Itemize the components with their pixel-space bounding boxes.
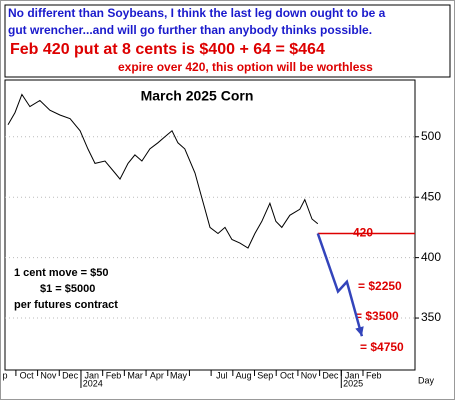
level-label: 420: [353, 226, 373, 240]
x-tick-label: Nov: [40, 370, 57, 380]
x-tick-label: Jan: [345, 370, 360, 380]
x-axis-label: Day: [418, 375, 435, 385]
series-line: [316, 233, 364, 337]
headline: Feb 420 put at 8 cents is $400 + 64 = $4…: [10, 41, 325, 58]
x-tick-label: Dec: [62, 370, 79, 380]
x-tick-label: Apr: [150, 370, 164, 380]
subline: expire over 420, this option will be wor…: [118, 60, 373, 74]
x-tick-label: Oct: [20, 370, 35, 380]
x-tick-label: Mar: [127, 370, 143, 380]
x-tick-label: May: [170, 370, 188, 380]
x-tick-label: Aug: [236, 370, 252, 380]
y-tick-label: 350: [421, 310, 441, 324]
contract-note: per futures contract: [14, 299, 118, 311]
payoff-label: = $3500: [355, 309, 399, 323]
header-box: [4, 4, 451, 78]
y-tick-label: 400: [421, 250, 441, 264]
plot-frame: [4, 79, 416, 371]
payoff-label: = $4750: [360, 340, 404, 354]
note-line: No different than Soybeans, I think the …: [8, 6, 386, 20]
x-tick-label: Feb: [366, 370, 382, 380]
note-line: gut wrencher...and will go further than …: [8, 23, 372, 37]
payoff-label: = $2250: [358, 279, 402, 293]
x-tick-label: Jul: [216, 370, 228, 380]
x-tick-label: Nov: [301, 370, 318, 380]
x-tick-label: Dec: [322, 370, 339, 380]
series-line: [7, 93, 319, 249]
x-tick-label: Oct: [280, 370, 295, 380]
x-tick-label: p: [2, 370, 7, 380]
x-tick-label: Sep: [257, 370, 273, 380]
contract-note: 1 cent move = $50: [14, 267, 108, 279]
y-tick-label: 500: [421, 129, 441, 143]
y-tick-label: 450: [421, 189, 441, 203]
year-label: 2025: [343, 378, 363, 388]
chart-title: March 2025 Corn: [141, 88, 254, 104]
arrowhead: [355, 326, 364, 337]
contract-note: $1 = $5000: [40, 283, 95, 295]
x-tick-label: Feb: [106, 370, 122, 380]
x-tick-label: Jan: [85, 370, 100, 380]
year-label: 2024: [83, 378, 103, 388]
